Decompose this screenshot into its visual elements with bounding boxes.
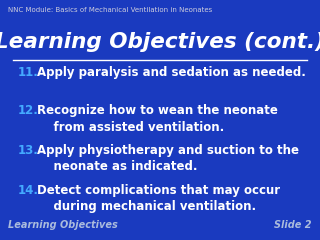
Text: 13.: 13. bbox=[18, 144, 38, 157]
Text: 12.: 12. bbox=[18, 104, 38, 117]
Text: Learning Objectives: Learning Objectives bbox=[8, 220, 118, 230]
Text: 11.: 11. bbox=[18, 66, 38, 79]
Text: Learning Objectives (cont.): Learning Objectives (cont.) bbox=[0, 32, 320, 52]
Text: Recognize how to wean the neonate
    from assisted ventilation.: Recognize how to wean the neonate from a… bbox=[37, 104, 278, 134]
Text: Slide 2: Slide 2 bbox=[275, 220, 312, 230]
Text: Detect complications that may occur
    during mechanical ventilation.: Detect complications that may occur duri… bbox=[37, 184, 280, 213]
Text: Apply physiotherapy and suction to the
    neonate as indicated.: Apply physiotherapy and suction to the n… bbox=[37, 144, 299, 174]
Text: NNC Module: Basics of Mechanical Ventilation in Neonates: NNC Module: Basics of Mechanical Ventila… bbox=[8, 7, 212, 13]
Text: 14.: 14. bbox=[18, 184, 39, 197]
Text: Apply paralysis and sedation as needed.: Apply paralysis and sedation as needed. bbox=[37, 66, 306, 79]
